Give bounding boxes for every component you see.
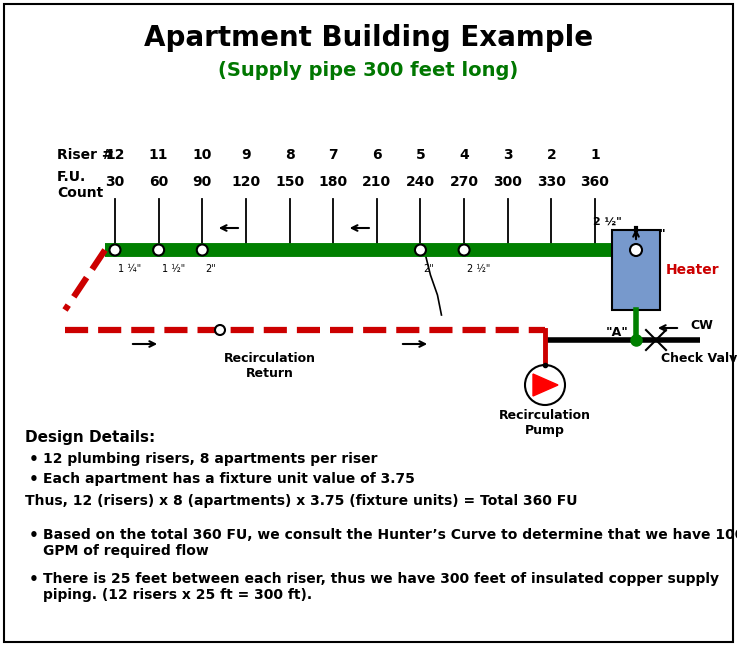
Text: •: • — [29, 572, 39, 587]
Circle shape — [525, 365, 565, 405]
Text: 4: 4 — [459, 148, 469, 162]
Text: Thus, 12 (risers) x 8 (apartments) x 3.75 (fixture units) = Total 360 FU: Thus, 12 (risers) x 8 (apartments) x 3.7… — [25, 494, 578, 508]
Text: 12 plumbing risers, 8 apartments per riser: 12 plumbing risers, 8 apartments per ris… — [43, 452, 377, 466]
Text: 2 ½": 2 ½" — [467, 264, 490, 274]
Text: "A": "A" — [606, 326, 629, 339]
Text: (Supply pipe 300 feet long): (Supply pipe 300 feet long) — [218, 61, 519, 79]
Text: 2: 2 — [547, 148, 556, 162]
Text: 330: 330 — [537, 175, 566, 189]
Polygon shape — [533, 374, 558, 396]
Text: Count: Count — [57, 186, 103, 200]
Text: Based on the total 360 FU, we consult the Hunter’s Curve to determine that we ha: Based on the total 360 FU, we consult th… — [43, 528, 737, 558]
Text: 5: 5 — [416, 148, 425, 162]
Text: 9: 9 — [241, 148, 251, 162]
Text: 360: 360 — [581, 175, 609, 189]
Text: •: • — [29, 528, 39, 543]
Text: 270: 270 — [450, 175, 478, 189]
Text: 1 ¼": 1 ¼" — [118, 264, 142, 274]
Text: 90: 90 — [192, 175, 212, 189]
Text: Design Details:: Design Details: — [25, 430, 156, 445]
Text: 11: 11 — [149, 148, 168, 162]
Text: •: • — [29, 452, 39, 467]
Text: 30: 30 — [105, 175, 125, 189]
Text: 60: 60 — [149, 175, 168, 189]
Text: Heater: Heater — [666, 263, 719, 277]
Text: 180: 180 — [318, 175, 348, 189]
Text: There is 25 feet between each riser, thus we have 300 feet of insulated copper s: There is 25 feet between each riser, thu… — [43, 572, 719, 602]
Text: F.U.: F.U. — [57, 170, 86, 184]
Text: 150: 150 — [275, 175, 304, 189]
Circle shape — [197, 244, 208, 256]
Text: Recirculation
Pump: Recirculation Pump — [499, 409, 591, 437]
Text: 10: 10 — [192, 148, 212, 162]
Text: 2": 2" — [424, 264, 434, 274]
Text: 8: 8 — [284, 148, 294, 162]
Circle shape — [415, 244, 426, 256]
Text: Check Valve: Check Valve — [661, 352, 737, 365]
Text: 1: 1 — [590, 148, 600, 162]
Text: Recirculation
Return: Recirculation Return — [224, 352, 316, 380]
Text: 1 ½": 1 ½" — [161, 264, 185, 274]
Text: 3: 3 — [503, 148, 512, 162]
Circle shape — [153, 244, 164, 256]
Text: Apartment Building Example: Apartment Building Example — [144, 24, 593, 52]
Text: 120: 120 — [231, 175, 260, 189]
Circle shape — [215, 325, 225, 335]
Bar — [612, 230, 660, 310]
Text: 6: 6 — [372, 148, 382, 162]
Text: 2 ½": 2 ½" — [593, 217, 622, 227]
Text: 2": 2" — [206, 264, 216, 274]
Text: •: • — [29, 472, 39, 487]
Text: 210: 210 — [363, 175, 391, 189]
Circle shape — [110, 244, 121, 256]
Text: 300: 300 — [493, 175, 523, 189]
Text: "B": "B" — [644, 229, 667, 242]
Text: CW: CW — [690, 319, 713, 332]
Circle shape — [458, 244, 469, 256]
Text: 7: 7 — [329, 148, 338, 162]
Text: 12: 12 — [105, 148, 125, 162]
Text: Riser #: Riser # — [57, 148, 113, 162]
Text: Each apartment has a fixture unit value of 3.75: Each apartment has a fixture unit value … — [43, 472, 415, 486]
Circle shape — [630, 244, 642, 256]
Text: 240: 240 — [406, 175, 435, 189]
